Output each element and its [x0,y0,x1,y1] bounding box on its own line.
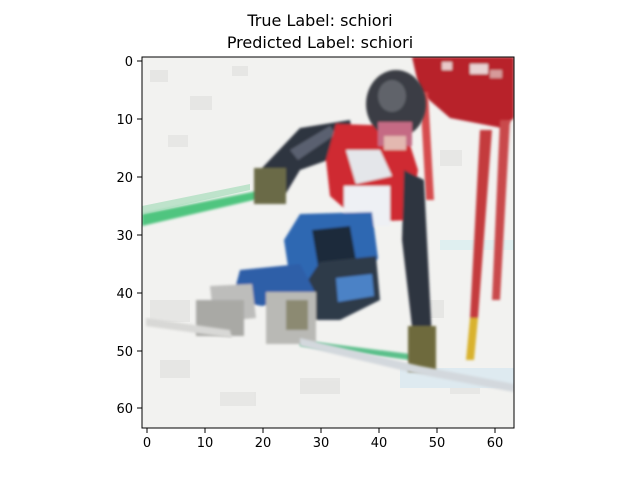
x-tick-label: 20 [255,436,272,451]
y-tick-label: 10 [116,113,133,128]
x-tick-label: 10 [197,436,214,451]
x-tick-20: 20 [255,428,272,451]
x-tick-label: 40 [371,436,388,451]
snow-texture [150,66,480,406]
y-tick-label: 0 [125,55,133,70]
y-tick-20: 20 [116,171,142,186]
axes-frame [141,56,515,429]
x-tick-label: 50 [429,436,446,451]
y-tick-30: 30 [116,229,142,244]
y-tick-label: 60 [116,402,133,417]
y-tick-40: 40 [116,287,142,302]
y-axis: 0 10 20 30 40 50 60 [116,55,142,417]
y-tick-label: 20 [116,171,133,186]
x-tick-30: 30 [313,428,330,451]
y-tick-label: 40 [116,287,133,302]
x-tick-0: 0 [143,428,151,451]
x-tick-60: 60 [487,428,504,451]
x-tick-label: 30 [313,436,330,451]
gate-flag [412,57,514,128]
x-tick-10: 10 [197,428,214,451]
title-predicted-label: Predicted Label: schiori [226,33,414,52]
ski-left [146,318,232,338]
y-tick-label: 30 [116,229,133,244]
x-tick-label: 60 [487,436,504,451]
y-tick-50: 50 [116,345,142,360]
title-true-label: True Label: schiori [247,11,393,30]
x-axis: 0 10 20 30 40 50 60 [143,428,503,451]
ski-pole-left [142,190,262,226]
skier-image [142,57,514,428]
x-tick-50: 50 [429,428,446,451]
y-tick-0: 0 [125,55,142,70]
y-tick-60: 60 [116,402,142,417]
x-tick-40: 40 [371,428,388,451]
ski-right [300,338,514,392]
y-tick-10: 10 [116,113,142,128]
skier [196,70,436,372]
y-tick-label: 50 [116,345,133,360]
gate-poles [420,92,510,360]
x-tick-label: 0 [143,436,151,451]
